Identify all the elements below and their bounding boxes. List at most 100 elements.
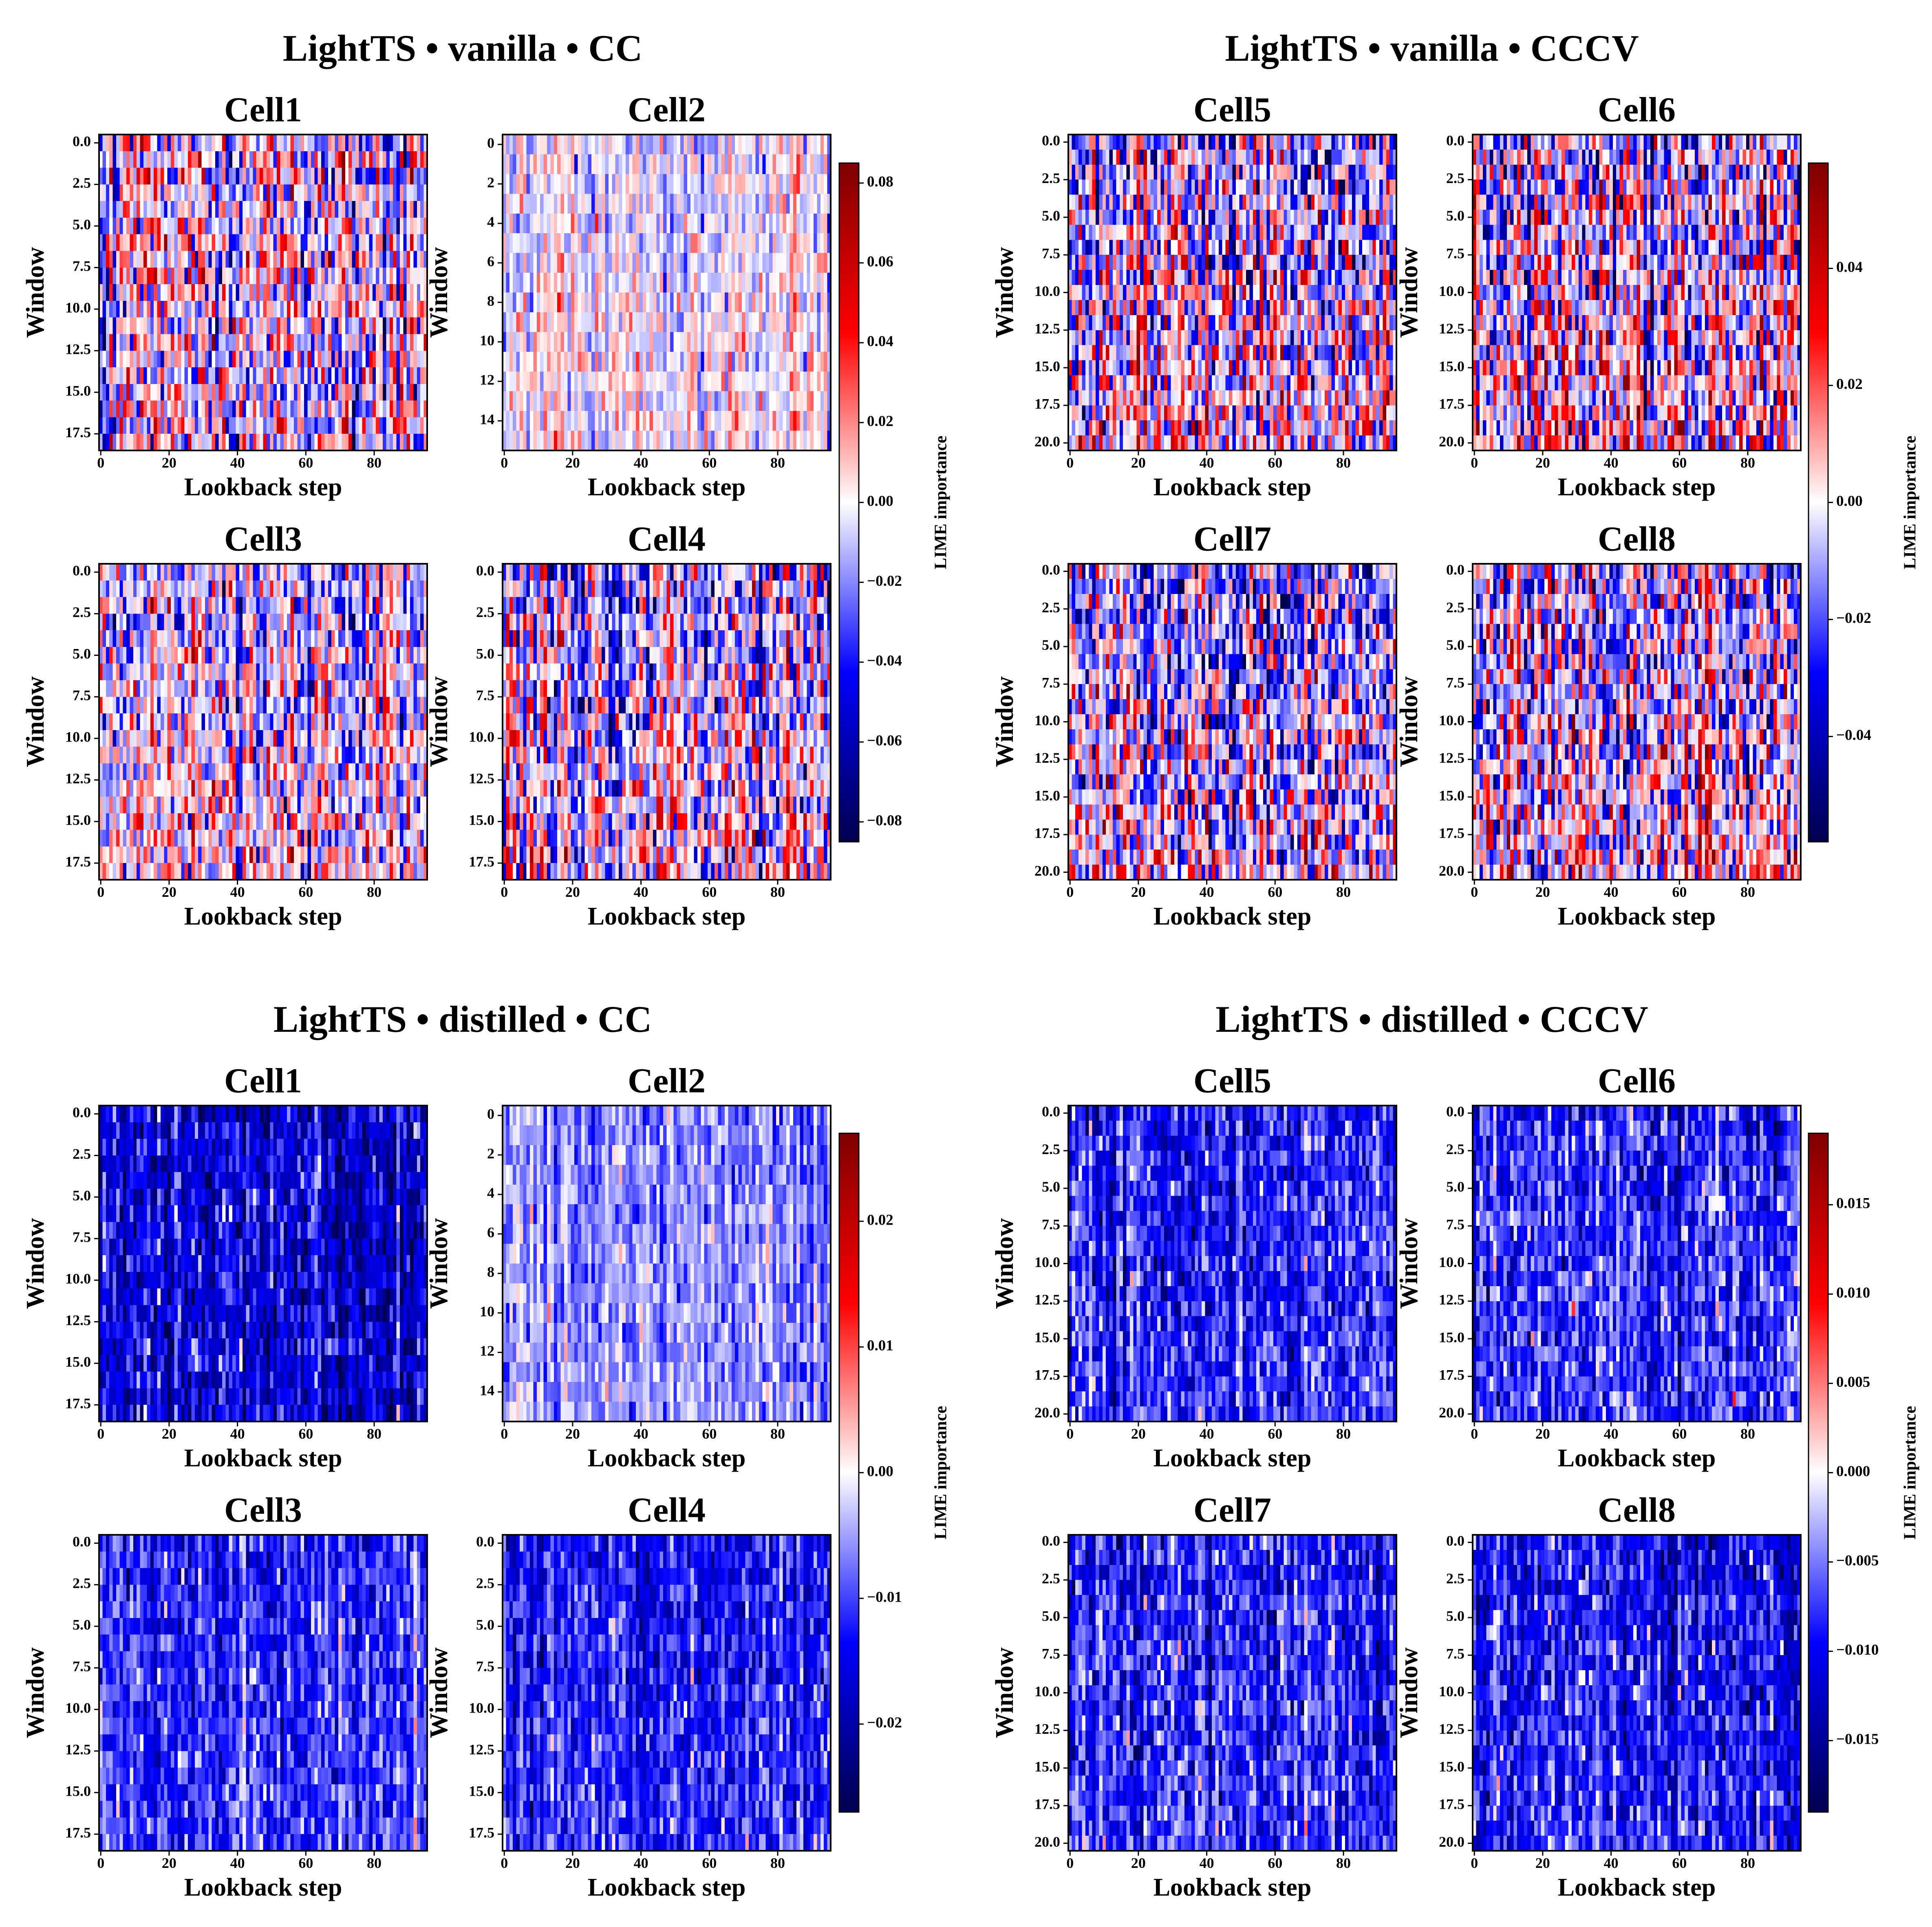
heatmap-cell <box>745 214 749 234</box>
heatmap-cell <box>547 135 551 155</box>
heatmap-cell <box>513 233 516 253</box>
heatmap-cell <box>212 351 216 367</box>
heatmap-cell <box>796 154 800 174</box>
heatmap-cell <box>171 135 174 151</box>
heatmap-cell <box>161 267 164 284</box>
heatmap-cell <box>578 154 581 174</box>
heatmap-cell <box>342 151 345 168</box>
heatmap-cell <box>348 301 352 318</box>
heatmap-cell <box>280 401 284 417</box>
heatmap-cell <box>178 251 181 268</box>
heatmap-cell <box>397 184 400 201</box>
heatmap-cell <box>263 367 267 384</box>
heatmap-cell <box>407 201 410 218</box>
heatmap-cell <box>178 135 181 151</box>
heatmap-cell <box>673 135 677 155</box>
heatmap-cell <box>150 151 154 168</box>
heatmap-cell <box>376 218 379 234</box>
heatmap-cell <box>161 367 164 384</box>
heatmap-cell <box>116 251 120 268</box>
heatmap-cell <box>208 301 212 318</box>
heatmap-cell <box>602 214 605 234</box>
heatmap-cell <box>171 267 174 284</box>
heatmap-cell <box>185 417 188 434</box>
heatmap-cell <box>291 351 294 367</box>
heatmap-cell <box>243 401 246 417</box>
heatmap-cell <box>185 401 188 417</box>
heatmap-cell <box>420 301 424 318</box>
heatmap-cell <box>622 135 626 155</box>
heatmap-cell <box>277 184 280 201</box>
heatmap-cell <box>417 284 421 301</box>
heatmap-cell <box>711 214 715 234</box>
heatmap-cell <box>284 201 287 218</box>
heatmap-cell <box>598 214 602 234</box>
heatmap-cell <box>185 318 188 334</box>
heatmap-cell <box>397 318 400 334</box>
heatmap-cell <box>308 234 311 251</box>
heatmap-cell <box>564 233 568 253</box>
heatmap-cell <box>246 151 250 168</box>
heatmap-cell <box>567 253 571 273</box>
heatmap-cell <box>605 194 609 214</box>
heatmap-cell <box>362 151 366 168</box>
heatmap-cell <box>386 135 390 151</box>
heatmap-cell <box>161 384 164 401</box>
heatmap-cell <box>202 218 205 234</box>
heatmap-cell <box>359 351 362 367</box>
heatmap-cell <box>260 318 263 334</box>
heatmap-cell <box>150 384 154 401</box>
heatmap-cell <box>690 214 694 234</box>
heatmap-cell <box>680 135 684 155</box>
heatmap-cell <box>571 214 575 234</box>
heatmap-cell <box>229 384 233 401</box>
heatmap-cell <box>174 401 178 417</box>
heatmap-cell <box>413 284 417 301</box>
heatmap-cell <box>294 135 298 151</box>
heatmap-cell <box>595 135 598 155</box>
heatmap-cell <box>506 194 509 214</box>
heatmap-cell <box>133 234 137 251</box>
heatmap-cell <box>106 284 110 301</box>
heatmap-cell <box>109 267 113 284</box>
heatmap-cell <box>215 301 219 318</box>
heatmap-cell <box>126 201 130 218</box>
heatmap-cell <box>294 168 298 185</box>
heatmap-cell <box>229 151 233 168</box>
heatmap-cell <box>386 267 390 284</box>
heatmap-cell <box>366 367 369 384</box>
heatmap-cell <box>383 301 386 318</box>
heatmap-cell <box>772 154 776 174</box>
heatmap-cell <box>253 384 256 401</box>
heatmap-cell <box>547 214 551 234</box>
heatmap-cell <box>345 334 349 351</box>
heatmap-cell <box>810 194 814 214</box>
y-tick-label: 2.5 <box>73 175 91 191</box>
heatmap-cell <box>314 367 318 384</box>
heatmap-cell <box>161 284 164 301</box>
heatmap-cell <box>530 214 534 234</box>
heatmap-cell <box>561 214 565 234</box>
heatmap-cell <box>301 234 304 251</box>
heatmap-cell <box>584 174 588 194</box>
heatmap-cell <box>113 334 117 351</box>
heatmap-cell <box>260 284 263 301</box>
heatmap-cell <box>321 284 325 301</box>
heatmap-cell <box>181 218 185 234</box>
heatmap-cell <box>253 267 256 284</box>
heatmap-cell <box>790 233 793 253</box>
heatmap-cell <box>218 384 222 401</box>
heatmap-cell <box>413 201 417 218</box>
heatmap-cell <box>215 318 219 334</box>
heatmap-cell <box>338 367 342 384</box>
heatmap-cell <box>639 214 643 234</box>
heatmap-cell <box>174 168 178 185</box>
heatmap-cell <box>745 194 749 214</box>
heatmap-cell <box>277 151 280 168</box>
heatmap-cell <box>202 234 205 251</box>
heatmap-cell <box>236 351 239 367</box>
heatmap-cell <box>807 154 810 174</box>
heatmap-cell <box>154 234 157 251</box>
heatmap-cell <box>400 251 404 268</box>
heatmap-cell <box>308 251 311 268</box>
